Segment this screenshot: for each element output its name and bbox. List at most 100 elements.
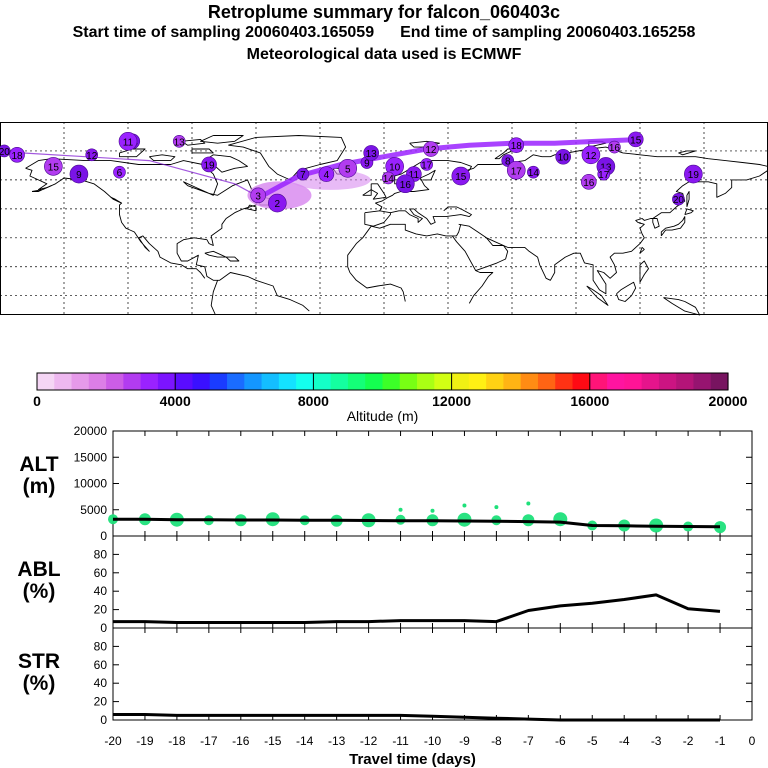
x-tick-label: -2	[683, 734, 694, 748]
plume-cluster-marker	[201, 156, 217, 173]
colorbar-tick-label: 4000	[160, 393, 191, 409]
coastline	[225, 256, 240, 262]
y-tick-label: 80	[94, 639, 108, 653]
panel-ylabel: ABL	[17, 558, 60, 581]
chart-title: Retroplume summary for falcon_060403c	[207, 2, 561, 22]
coastline	[110, 196, 123, 204]
x-tick-label: -6	[555, 734, 566, 748]
plume-cluster-label: 14	[528, 168, 540, 179]
plume-cluster-label: 6	[117, 168, 123, 179]
plume-cluster-marker	[296, 167, 310, 181]
y-tick-label: 40	[94, 676, 108, 690]
plume-cluster-marker	[506, 160, 526, 180]
x-axis-label: Travel time (days)	[349, 751, 476, 768]
plume-cluster-marker	[580, 174, 597, 190]
plume-cluster-marker	[385, 157, 404, 176]
x-tick-label: -14	[296, 734, 314, 748]
y-tick-label: 20	[94, 603, 108, 617]
plume-cluster-marker	[0, 144, 11, 158]
panel-frame	[112, 627, 753, 721]
x-tick-label: -5	[587, 734, 598, 748]
y-tick-label: 80	[94, 547, 108, 561]
colorbar-swatch	[434, 373, 453, 390]
plume-cluster-label: 20	[0, 147, 10, 158]
x-tick-label: -20	[104, 734, 122, 748]
plume-trajectory-west	[21, 152, 257, 196]
y-tick-label: 15000	[74, 450, 108, 464]
plume-cluster-marker	[118, 132, 138, 151]
x-tick-label: -4	[619, 734, 630, 748]
plume-cluster-marker	[627, 131, 644, 148]
panel-ylabel-units: (%)	[23, 672, 56, 695]
plume-cluster-marker	[69, 164, 89, 184]
x-tick-label: -11	[392, 734, 409, 748]
colorbar-swatch	[140, 373, 159, 390]
plume-cluster-label: 18	[511, 141, 523, 152]
end-time-label: End time of sampling 20060403.165258	[400, 24, 696, 41]
colorbar-swatch	[658, 373, 677, 390]
panel-ylabel: ALT	[19, 453, 58, 476]
colorbar-swatch	[313, 373, 332, 390]
colorbar-swatch	[451, 373, 470, 390]
altitude-high-point	[494, 505, 499, 510]
plume-cluster-label: 5	[345, 164, 351, 175]
plume-cluster-label: 10	[558, 153, 570, 164]
colorbar-swatch	[244, 373, 263, 390]
colorbar-swatch	[37, 373, 55, 390]
panel-frame	[112, 535, 753, 629]
plume-cluster-label: 13	[600, 162, 612, 173]
plume-cluster-marker	[672, 192, 685, 206]
coastline	[148, 154, 176, 162]
y-tick-label: 0	[100, 529, 107, 543]
coastline	[181, 138, 206, 146]
plume-cluster-label: 12	[86, 151, 98, 162]
plume-cluster-label: 15	[48, 162, 60, 173]
colorbar-tick-label: 8000	[298, 393, 329, 409]
colorbar-swatch	[382, 373, 401, 390]
coastline	[191, 148, 214, 154]
plume-cluster-label: 14	[383, 174, 395, 185]
colorbar-swatch	[330, 373, 349, 390]
plume-cluster-label: 19	[204, 160, 216, 171]
plume-cluster-label: 12	[425, 145, 437, 156]
plume-cluster-label: 16	[609, 143, 621, 154]
colorbar-swatch	[589, 373, 608, 390]
plume-cluster-label: 13	[174, 137, 186, 148]
coastline	[686, 191, 690, 208]
colorbar-swatch	[710, 373, 729, 390]
plume-cluster-marker	[381, 171, 395, 185]
plume-cluster-marker	[363, 145, 380, 161]
series-line-abl	[113, 593, 721, 624]
colorbar-swatch	[555, 373, 574, 390]
coastline	[347, 223, 462, 302]
colorbar-axis-label: Altitude (m)	[347, 408, 419, 424]
coastline	[660, 216, 686, 237]
plume-cluster-label: 11	[123, 137, 134, 148]
x-tick-label: -13	[328, 734, 346, 748]
plume-cluster-label: 9	[76, 170, 82, 181]
plume-cluster-marker	[597, 167, 611, 181]
plume-cluster-label: 17	[598, 170, 610, 181]
coastline	[616, 281, 637, 302]
colorbar-swatch	[209, 373, 228, 390]
plume-cluster-marker	[508, 137, 525, 153]
plume-cluster-label: 16	[583, 178, 595, 189]
plume-cluster-marker	[420, 158, 433, 171]
colorbar-swatch	[278, 373, 297, 390]
colorbar-swatch	[347, 373, 366, 390]
altitude-high-point	[526, 501, 531, 506]
colorbar-swatch	[123, 373, 142, 390]
coastline	[663, 297, 701, 316]
x-tick-label: -9	[459, 734, 470, 748]
panel-ylabel-units: (m)	[23, 475, 56, 498]
plume-cluster-marker	[684, 164, 703, 184]
x-tick-label: -8	[491, 734, 502, 748]
plume-cluster-label: 15	[630, 135, 642, 146]
plume-cluster-marker	[608, 140, 621, 154]
colorbar-swatch	[624, 373, 643, 390]
coastline	[451, 235, 494, 304]
plume-cluster-label: 15	[455, 172, 467, 183]
altitude-high-point	[462, 503, 467, 508]
plume-cluster-label: 18	[12, 151, 24, 162]
